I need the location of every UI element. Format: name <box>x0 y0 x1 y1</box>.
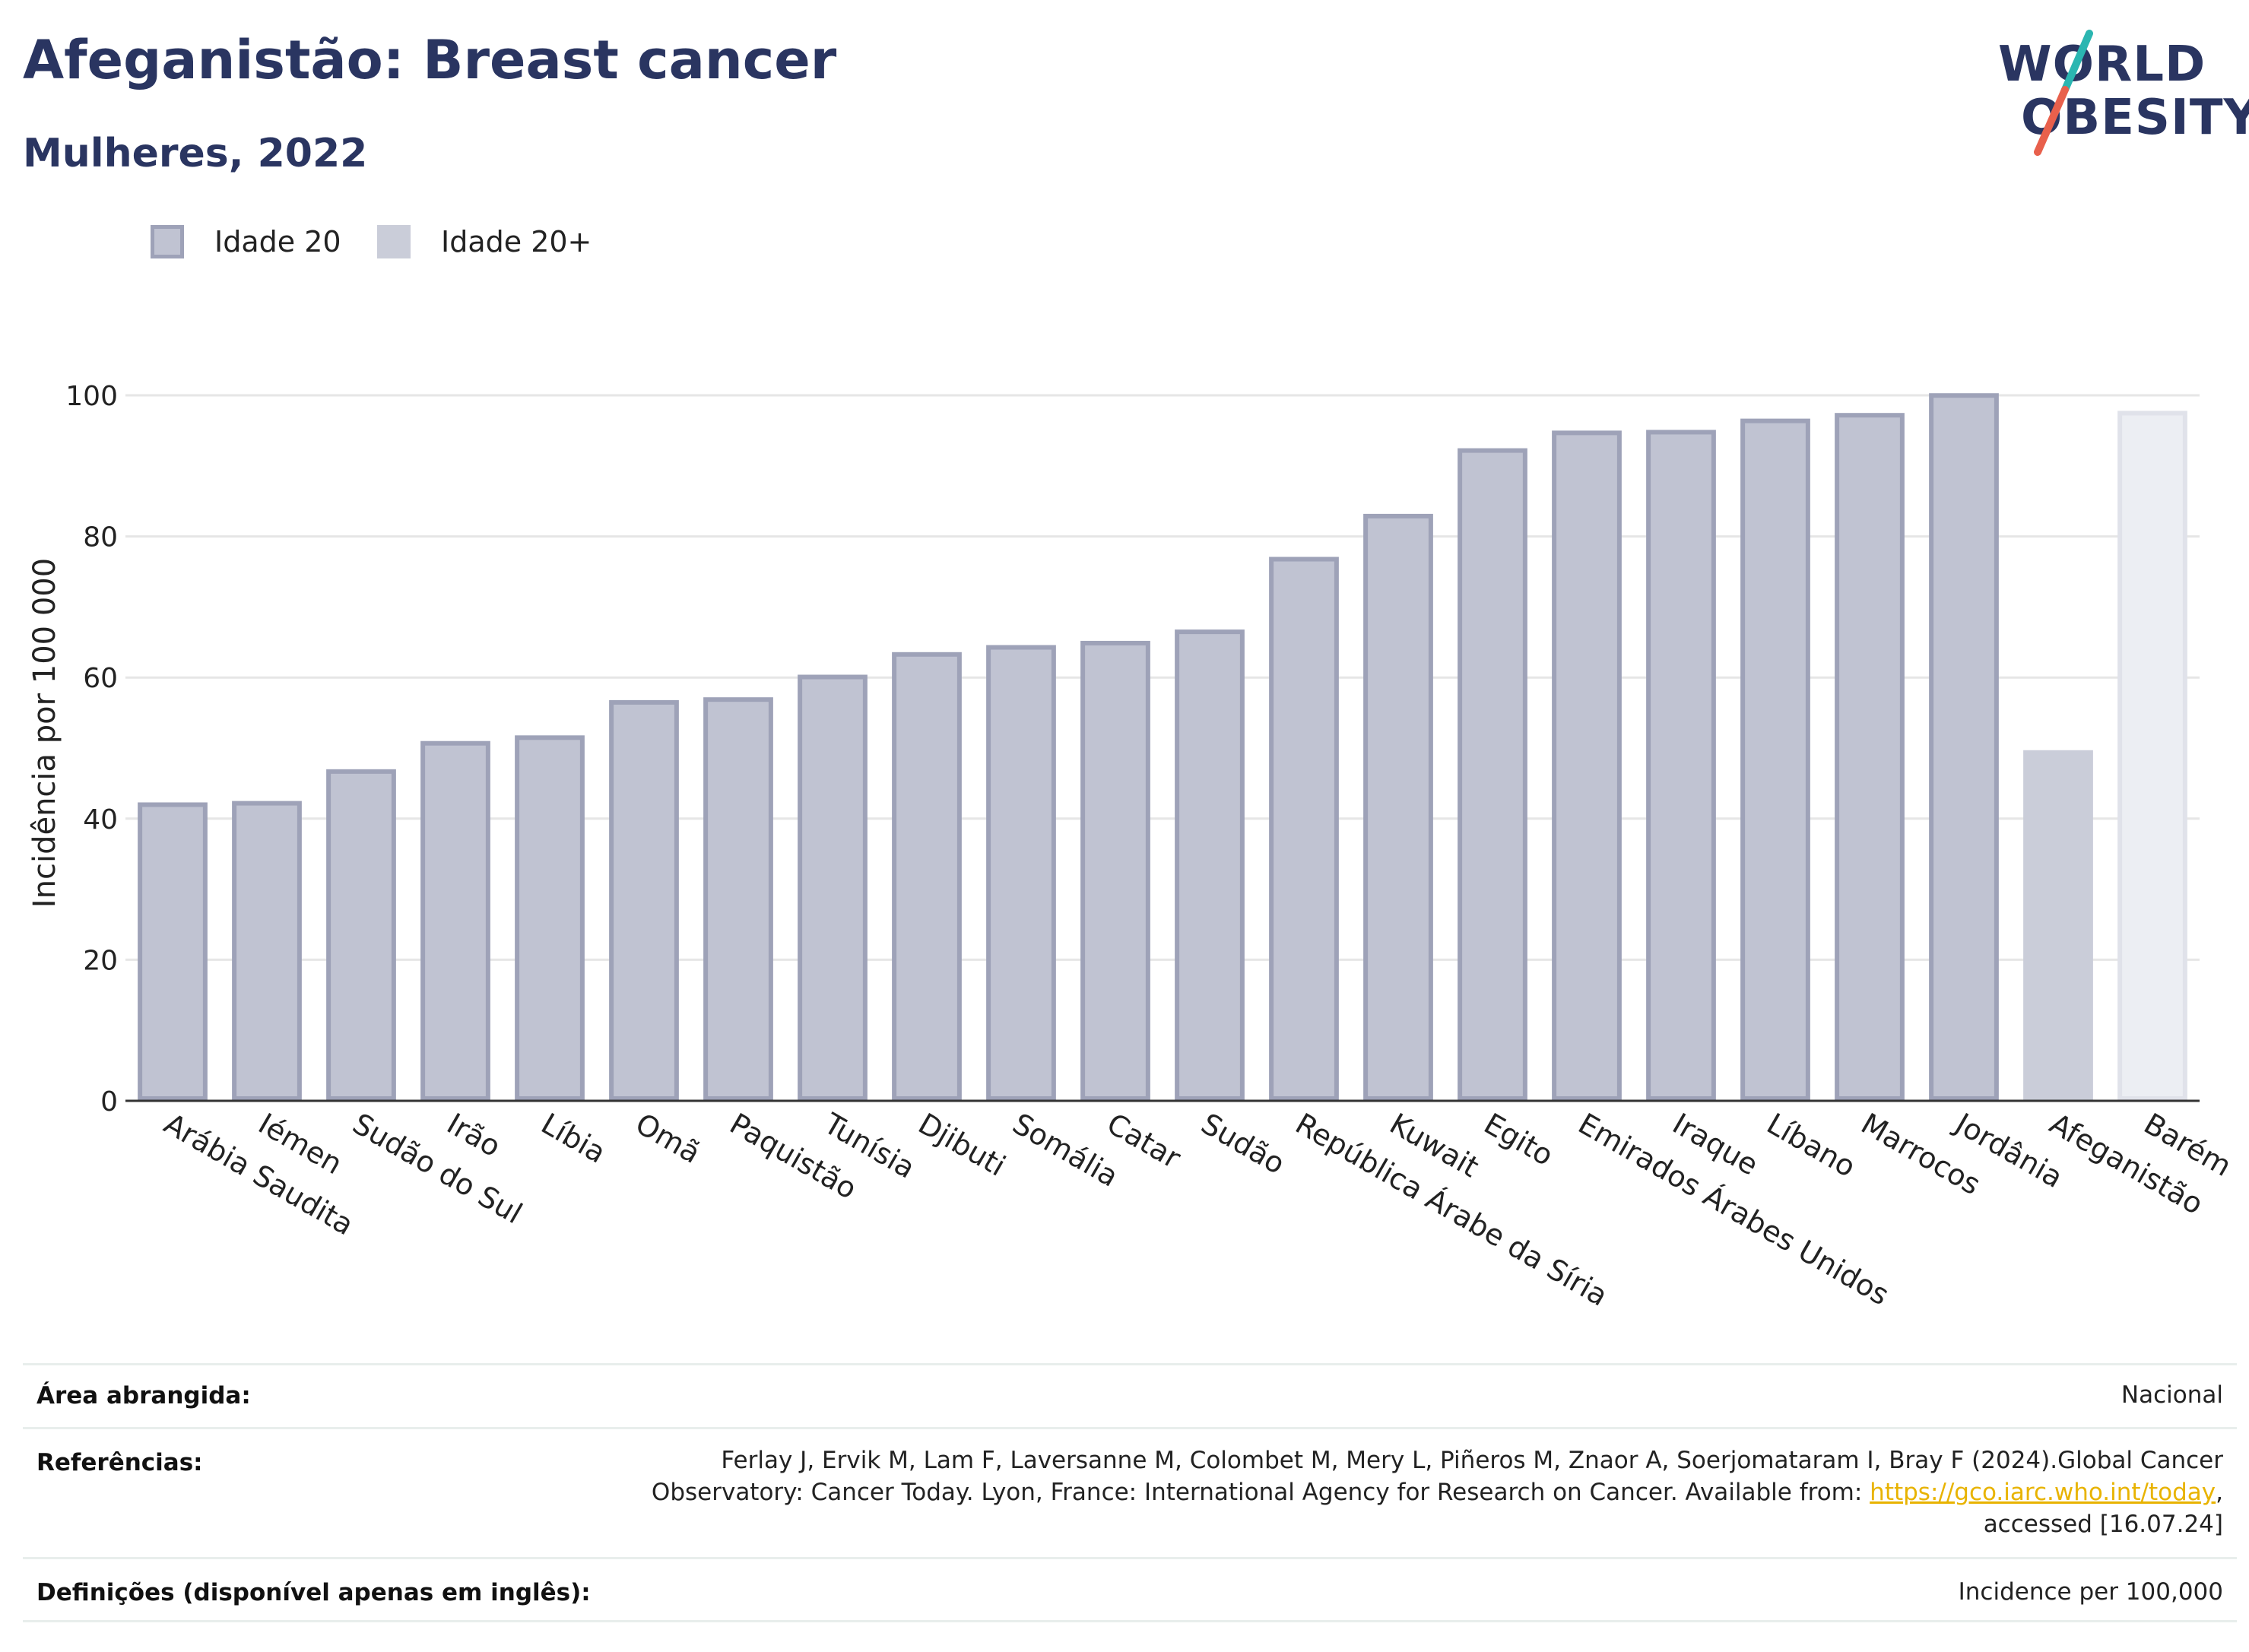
y-axis-label: Incidência por 100 000 <box>27 558 62 908</box>
x-tick-label: Egito <box>1479 1107 1559 1173</box>
y-tick-label: 40 <box>83 804 118 836</box>
bar-6 <box>609 699 679 1101</box>
bar-9 <box>892 652 962 1101</box>
bar-10 <box>986 645 1056 1101</box>
x-tick-label: Líbia <box>536 1107 612 1170</box>
reference-link[interactable]: https://gco.iarc.who.int/today <box>1870 1479 2216 1506</box>
x-tick-label: Irão <box>442 1107 507 1164</box>
y-tick-label: 60 <box>83 663 118 694</box>
x-tick-label: Sudão do Sul <box>347 1107 528 1231</box>
reference-line-3: accessed [16.07.24] <box>1983 1511 2223 1538</box>
bar-20 <box>1929 393 1999 1101</box>
reference-line-1: Ferlay J, Ervik M, Lam F, Laversanne M, … <box>721 1447 2223 1474</box>
info-row-references: Referências: Ferlay J, Ervik M, Lam F, L… <box>23 1427 2237 1555</box>
x-tick-label: Sudão <box>1196 1107 1291 1181</box>
page-subtitle: Mulheres, 2022 <box>23 131 368 176</box>
bar-8 <box>798 674 868 1101</box>
legend-item-idade-20-plus[interactable]: Idade 20+ <box>377 225 592 258</box>
info-value: Nacional <box>2121 1381 2223 1409</box>
bar-22 <box>2117 411 2187 1101</box>
y-tick-label: 20 <box>83 945 118 976</box>
bar-12 <box>1175 629 1245 1101</box>
x-tick-label: Djibuti <box>913 1107 1011 1183</box>
bar-11 <box>1080 640 1150 1101</box>
y-tick-label: 0 <box>100 1086 118 1118</box>
legend-label: Idade 20+ <box>441 225 592 258</box>
y-tick-label: 80 <box>83 522 118 553</box>
info-row-definitions: Definições (disponível apenas em inglês)… <box>23 1557 2237 1622</box>
y-tick-label: 100 <box>65 381 118 412</box>
bar-19 <box>1835 413 1905 1101</box>
bar-2 <box>232 801 302 1101</box>
reference-text: Observatory: Cancer Today. Lyon, France:… <box>651 1479 1870 1506</box>
bar-16 <box>1552 430 1622 1101</box>
logo-line-1: WORLD <box>1998 36 2206 93</box>
info-value: Incidence per 100,000 <box>1958 1578 2223 1606</box>
info-label: Área abrangida: <box>36 1382 251 1409</box>
legend-item-idade-20[interactable]: Idade 20 <box>151 225 341 258</box>
info-label: Definições (disponível apenas em inglês)… <box>36 1579 591 1606</box>
world-obesity-logo: WORLD OBESITY <box>1977 29 2249 166</box>
x-tick-label: Somália <box>1007 1107 1124 1194</box>
bar-14 <box>1363 513 1433 1101</box>
x-tick-label: Líbano <box>1762 1107 1862 1184</box>
bar-21 <box>2023 750 2093 1101</box>
logo-slash-icon <box>2034 30 2093 156</box>
bar-15 <box>1458 448 1527 1101</box>
x-tick-label: Omã <box>630 1107 706 1170</box>
bar-13 <box>1269 556 1339 1101</box>
bar-1 <box>138 802 208 1102</box>
legend-swatch <box>151 225 184 258</box>
bar-18 <box>1740 418 1810 1101</box>
bar-5 <box>515 735 585 1102</box>
info-row-area: Área abrangida: Nacional <box>23 1363 2237 1426</box>
info-label: Referências: <box>36 1449 203 1476</box>
bar-4 <box>420 740 490 1101</box>
legend-label: Idade 20 <box>214 225 341 258</box>
bar-17 <box>1646 430 1716 1101</box>
reference-line-2: Observatory: Cancer Today. Lyon, France:… <box>651 1479 2223 1506</box>
info-value-references: Ferlay J, Ervik M, Lam F, Laversanne M, … <box>652 1444 2223 1540</box>
bar-7 <box>703 697 773 1101</box>
legend-swatch <box>377 225 411 258</box>
bar-3 <box>326 769 396 1102</box>
page-title: Afeganistão: Breast cancer <box>23 29 837 91</box>
